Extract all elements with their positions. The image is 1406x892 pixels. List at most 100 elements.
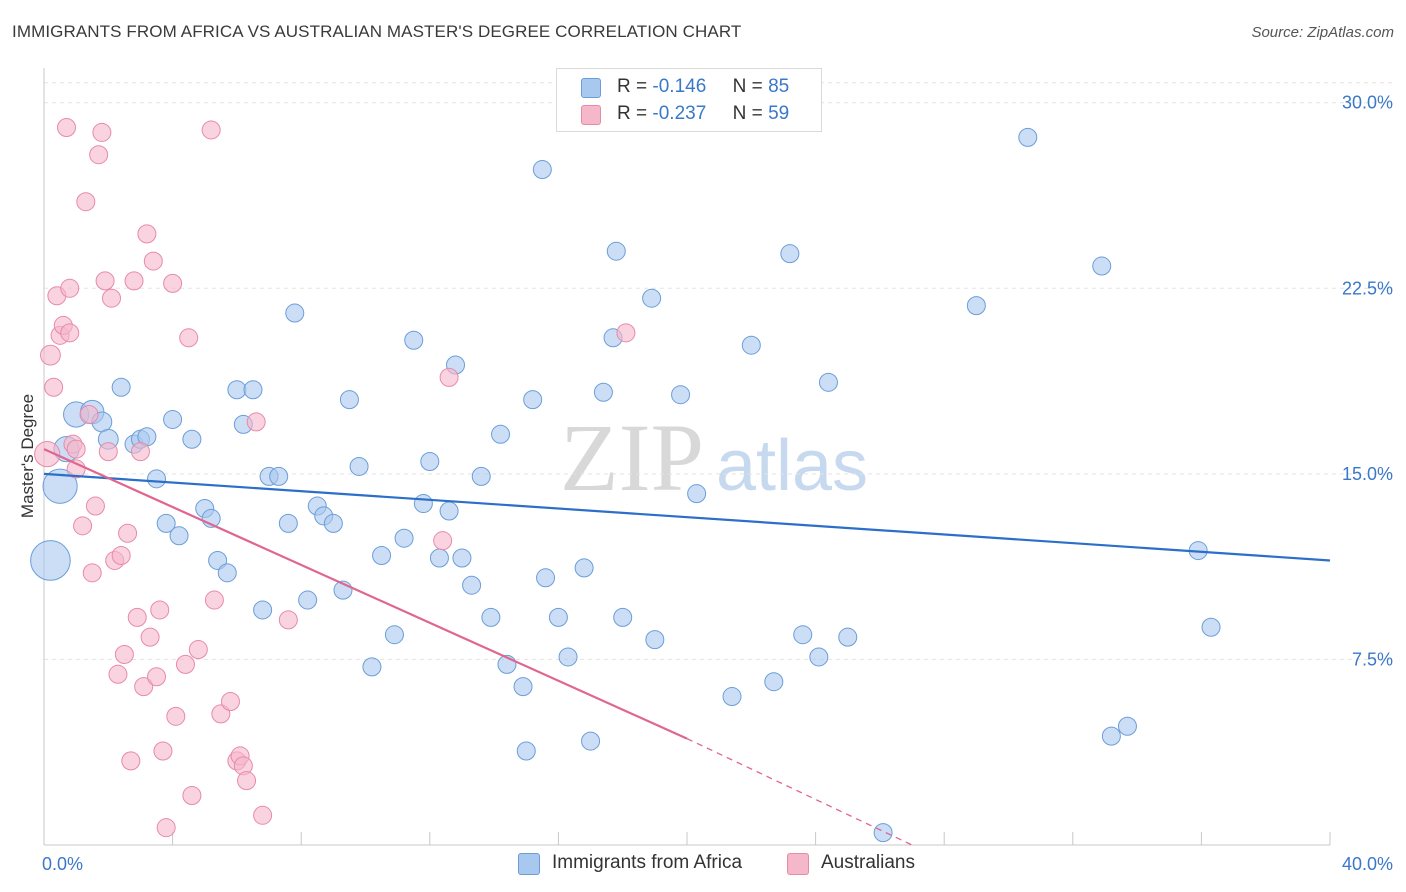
- point-africa: [516, 741, 536, 761]
- point-australians: [111, 546, 131, 566]
- point-africa: [394, 528, 414, 548]
- point-africa: [593, 382, 613, 402]
- trendline-australians: [43, 448, 688, 740]
- point-africa: [513, 677, 533, 697]
- point-australians: [79, 404, 99, 424]
- point-africa: [764, 672, 784, 692]
- point-africa: [182, 429, 202, 449]
- point-australians: [616, 323, 636, 343]
- point-australians: [237, 771, 257, 791]
- point-australians: [102, 288, 122, 308]
- point-africa: [339, 390, 359, 410]
- point-africa: [429, 548, 449, 568]
- point-australians: [85, 496, 105, 516]
- legend-swatch-africa: [581, 78, 601, 98]
- watermark-atlas: atlas: [716, 426, 868, 506]
- point-australians: [82, 563, 102, 583]
- point-africa: [818, 372, 838, 392]
- bottom-legend-label-australians: Australians: [821, 852, 915, 873]
- point-australians: [204, 590, 224, 610]
- point-australians: [40, 344, 61, 366]
- point-africa: [404, 330, 424, 350]
- point-africa: [966, 296, 986, 316]
- legend-swatch-australians: [581, 105, 601, 125]
- point-australians: [246, 412, 266, 432]
- point-australians: [188, 640, 208, 660]
- legend-n-value: 85: [768, 76, 790, 97]
- point-africa: [838, 627, 858, 647]
- point-africa: [645, 630, 665, 650]
- x-tick-label-min: 0.0%: [42, 854, 83, 874]
- y-tick-label: 15.0%: [1342, 464, 1393, 484]
- legend-text-africa: R = -0.146 N = 85: [617, 76, 789, 98]
- point-africa: [278, 513, 298, 533]
- point-australians: [163, 273, 183, 293]
- point-africa: [413, 494, 433, 514]
- point-africa: [298, 590, 318, 610]
- point-australians: [98, 442, 118, 462]
- point-australians: [34, 440, 61, 468]
- point-africa: [523, 390, 543, 410]
- point-australians: [134, 677, 154, 697]
- bottom-legend-swatch-africa: [518, 853, 540, 875]
- point-australians: [153, 741, 173, 761]
- bottom-legend-swatch-australians: [787, 853, 809, 875]
- point-australians: [433, 531, 453, 551]
- point-africa: [42, 468, 78, 504]
- point-africa: [741, 335, 761, 355]
- point-africa: [581, 731, 601, 751]
- point-africa: [671, 385, 691, 405]
- point-africa: [420, 452, 440, 471]
- legend-n-label: N =: [732, 76, 763, 97]
- point-africa: [1117, 716, 1137, 736]
- point-australians: [118, 523, 138, 543]
- point-australians: [60, 323, 80, 343]
- point-africa: [722, 687, 742, 707]
- point-africa: [809, 647, 829, 667]
- point-africa: [163, 409, 183, 429]
- point-africa: [606, 241, 626, 261]
- legend-n-label: N =: [732, 103, 763, 124]
- point-australians: [44, 377, 64, 397]
- point-africa: [471, 466, 491, 486]
- point-africa: [687, 484, 707, 504]
- point-australians: [108, 664, 128, 684]
- point-australians: [278, 610, 298, 630]
- point-africa: [1018, 127, 1038, 147]
- point-africa: [558, 647, 578, 667]
- point-africa: [1101, 726, 1121, 746]
- legend-text-australians: R = -0.237 N = 59: [617, 103, 789, 125]
- point-africa: [147, 469, 167, 489]
- point-africa: [873, 823, 893, 843]
- point-australians: [121, 751, 141, 771]
- trendline-extension-australians: [686, 738, 913, 846]
- point-australians: [140, 627, 160, 647]
- point-africa: [613, 607, 633, 627]
- point-africa: [532, 160, 552, 180]
- x-tick-label-max: 40.0%: [1342, 854, 1393, 874]
- point-africa: [491, 424, 511, 444]
- point-africa: [452, 548, 472, 568]
- point-australians: [150, 600, 170, 620]
- point-africa: [548, 607, 568, 627]
- point-africa: [269, 466, 289, 486]
- bottom-legend-label-africa: Immigrants from Africa: [552, 852, 743, 873]
- point-australians: [201, 120, 221, 140]
- point-australians: [95, 271, 115, 291]
- point-australians: [166, 706, 186, 726]
- point-australians: [143, 251, 163, 271]
- point-australians: [147, 667, 167, 687]
- point-australians: [73, 516, 93, 536]
- y-tick-label: 22.5%: [1342, 278, 1393, 298]
- point-africa: [169, 526, 189, 546]
- legend-r-value: -0.237: [652, 103, 707, 124]
- point-africa: [253, 600, 273, 620]
- point-australians: [137, 224, 157, 244]
- point-africa: [111, 377, 131, 397]
- stats-legend: R = -0.146 N = 85 R = -0.237 N = 59: [556, 68, 822, 132]
- point-africa: [793, 625, 813, 645]
- point-africa: [439, 501, 459, 521]
- point-africa: [227, 380, 247, 400]
- source-label: Source: ZipAtlas.com: [1251, 24, 1394, 41]
- point-africa: [323, 513, 343, 533]
